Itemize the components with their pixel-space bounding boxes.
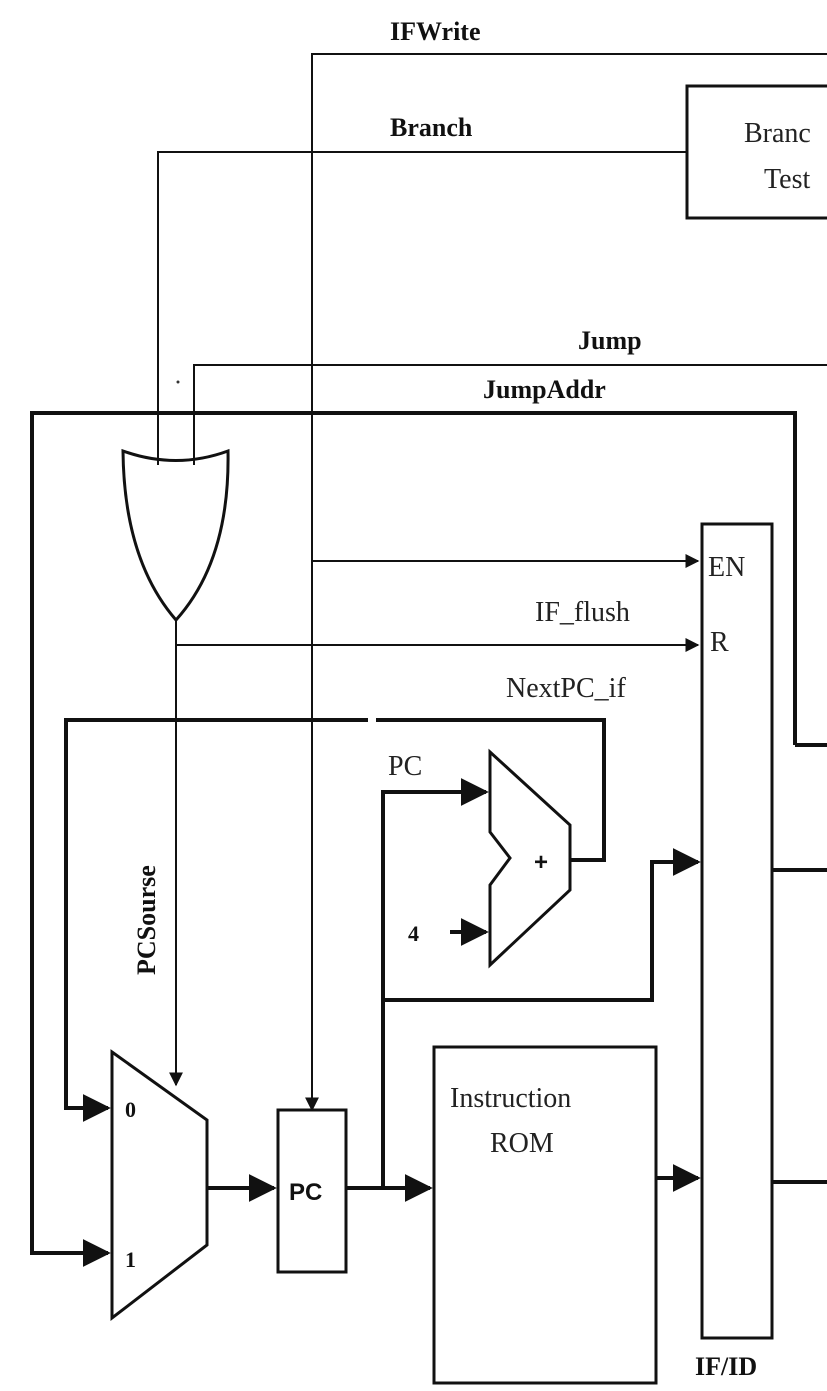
if-id-en-port-label: EN — [708, 552, 745, 583]
pc-register-label: PC — [289, 1179, 322, 1206]
pc-adder — [488, 748, 572, 969]
branch-test-label-line1: Branc — [744, 118, 811, 149]
adder-plus-sign: + — [534, 849, 548, 876]
mux-input-0-label: 0 — [125, 1097, 136, 1122]
stray-dot — [176, 380, 180, 384]
instruction-rom-label-line1: Instruction — [450, 1083, 571, 1114]
jumpaddr-bus — [30, 411, 827, 1253]
pcsource-label: PCSourse — [132, 865, 161, 975]
jumpaddr-label: JumpAddr — [483, 375, 606, 404]
branch-wire — [157, 151, 687, 465]
mux-input-1-label: 1 — [125, 1247, 136, 1272]
instruction-rom-label-line2: ROM — [490, 1128, 554, 1159]
nextpc-feedback-bus — [64, 718, 606, 1122]
jump-label: Jump — [578, 326, 642, 355]
if-id-label: IF/ID — [695, 1352, 757, 1381]
if-id-r-port-label: R — [710, 627, 729, 658]
pc-to-adder-bus — [381, 778, 489, 1188]
ifwrite-wire — [305, 53, 827, 1112]
branch-test-block — [685, 84, 827, 220]
if-id-register — [700, 522, 774, 1340]
if-flush-label: IF_flush — [535, 597, 630, 628]
nextpc-if-label: NextPC_if — [506, 673, 626, 704]
branch-test-label-line2: Test — [764, 164, 810, 195]
ifwrite-label: IFWrite — [390, 17, 481, 46]
wire-gap — [368, 716, 376, 724]
branch-label: Branch — [390, 113, 473, 142]
pc-bus-label: PC — [388, 751, 422, 782]
pc-source-mux — [110, 1049, 209, 1322]
constant-four-label: 4 — [408, 921, 419, 946]
instruction-rom-block — [432, 1045, 658, 1385]
jump-wire — [193, 364, 827, 465]
nextpc-to-ifid-bus — [636, 848, 701, 1002]
branch-jump-or-gate — [121, 448, 230, 623]
